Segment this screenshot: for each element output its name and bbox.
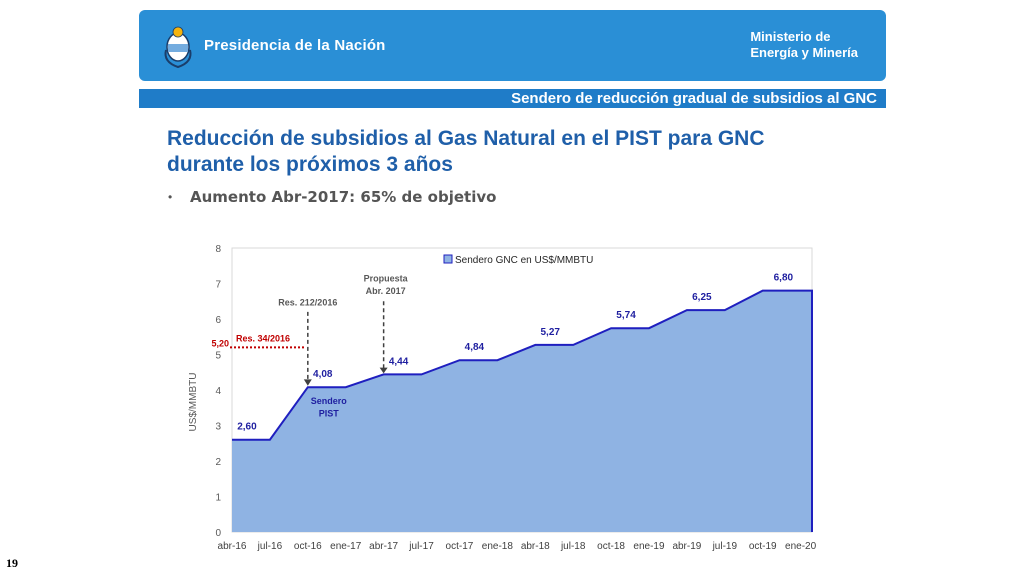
y-tick-label: 1 [215, 493, 221, 504]
presidencia-label: Presidencia de la Nación [204, 37, 386, 54]
data-label: 2,60 [237, 422, 257, 433]
data-label: 6,25 [692, 292, 712, 303]
x-tick-label: oct-17 [446, 541, 474, 552]
data-label: 4,84 [465, 342, 485, 353]
section-subtitle: Sendero de reducción gradual de subsidio… [511, 90, 877, 107]
data-label: 5,74 [616, 310, 636, 321]
x-tick-label: ene-19 [633, 541, 665, 552]
y-tick-label: 7 [215, 280, 221, 291]
annotation-arrowhead-propuesta [379, 367, 388, 374]
y-tick-label: 6 [215, 315, 221, 326]
x-tick-label: ene-17 [330, 541, 362, 552]
annotation-arrowhead-res-212 [303, 379, 312, 386]
y-tick-label: 8 [215, 244, 221, 255]
reference-name-label: Res. 34/2016 [236, 333, 290, 343]
x-tick-label: abr-17 [369, 541, 398, 552]
area-label-line-1: Sendero [311, 396, 348, 406]
ministerio-line-2: Energía y Minería [750, 45, 858, 60]
series-line [232, 289, 813, 532]
x-tick-label: jul-16 [257, 541, 283, 552]
slide-title-line-1: Reducción de subsidios al Gas Natural en… [167, 127, 765, 150]
annotation-res-212: Res. 212/2016 [278, 298, 337, 308]
reference-value-label: 5,20 [211, 338, 229, 348]
ministerio-label: Ministerio de Energía y Minería [750, 29, 858, 61]
x-tick-label: ene-18 [482, 541, 514, 552]
data-label: 4,44 [389, 356, 409, 367]
slide-title-line-2: durante los próximos 3 años [167, 153, 453, 176]
data-label: 6,80 [774, 273, 794, 284]
area-label-line-2: PIST [319, 409, 340, 419]
page-number: 19 [6, 556, 18, 570]
x-tick-label: oct-19 [749, 541, 777, 552]
x-tick-label: jul-19 [712, 541, 738, 552]
annotation-propuesta-2: Abr. 2017 [366, 286, 406, 296]
annotation-propuesta-1: Propuesta [364, 274, 409, 284]
y-tick-label: 2 [215, 457, 221, 468]
x-tick-label: ene-20 [785, 541, 817, 552]
x-tick-label: jul-18 [560, 541, 586, 552]
x-tick-label: oct-18 [597, 541, 625, 552]
x-tick-label: abr-16 [218, 541, 247, 552]
y-tick-label: 0 [215, 528, 221, 539]
x-tick-label: abr-19 [672, 541, 701, 552]
series-area [232, 290, 812, 532]
y-tick-label: 3 [215, 422, 221, 433]
y-axis-title: US$/MMBTU [188, 373, 199, 432]
header-banner: Presidencia de la Nación Ministerio de E… [139, 10, 886, 81]
x-tick-label: abr-18 [521, 541, 550, 552]
bullet-text: Aumento Abr-2017: 65% de objetivo [190, 188, 497, 206]
bullet-dot: • [168, 190, 173, 204]
data-label: 5,27 [540, 327, 560, 338]
ministerio-line-1: Ministerio de [750, 29, 831, 44]
national-emblem-icon [164, 26, 192, 69]
slide-title: Reducción de subsidios al Gas Natural en… [167, 126, 887, 178]
x-tick-label: jul-17 [408, 541, 434, 552]
subtitle-bar: Sendero de reducción gradual de subsidio… [139, 89, 886, 108]
y-tick-label: 4 [215, 386, 221, 397]
legend-label: Sendero GNC en US$/MMBTU [455, 255, 593, 266]
legend-swatch [443, 254, 453, 264]
x-tick-label: oct-16 [294, 541, 322, 552]
y-tick-label: 5 [215, 351, 221, 362]
data-label: 4,08 [313, 369, 333, 380]
